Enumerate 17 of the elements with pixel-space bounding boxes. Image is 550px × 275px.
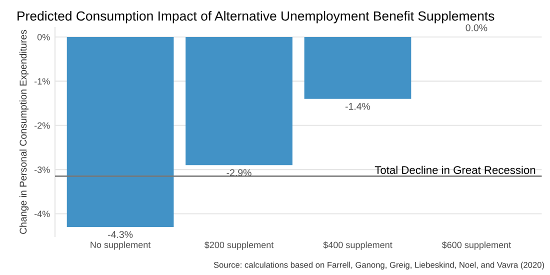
data-label: -4.3% xyxy=(108,231,133,238)
source-note: Source: calculations based on Farrell, Ganong, Greig, Liebeskind, Noel, and Vavra (2020) xyxy=(214,262,544,270)
y-tick-label: 0% xyxy=(37,34,50,40)
y-tick-label: -4% xyxy=(34,210,50,218)
x-tick-label: $600 supplement xyxy=(442,241,512,250)
y-tick-label: -2% xyxy=(34,122,50,129)
x-tick-label: $200 supplement xyxy=(204,241,274,250)
x-tick-label: $400 supplement xyxy=(323,241,392,250)
data-label: 0.0% xyxy=(466,24,488,32)
data-label: -1.4% xyxy=(345,102,370,110)
ref-line-label: Total Decline in Great Recession xyxy=(374,166,536,174)
x-tick-label: No supplement xyxy=(90,241,151,250)
y-axis-title: Change in Personal Consumption Expenditures xyxy=(19,30,29,234)
y-tick-label: -3% xyxy=(34,166,50,173)
chart-title: Predicted Consumption Impact of Alternative Unemployment Benefit Supplements xyxy=(18,11,494,24)
y-tick-label: -1% xyxy=(34,78,50,85)
data-label: -2.9% xyxy=(226,169,252,176)
